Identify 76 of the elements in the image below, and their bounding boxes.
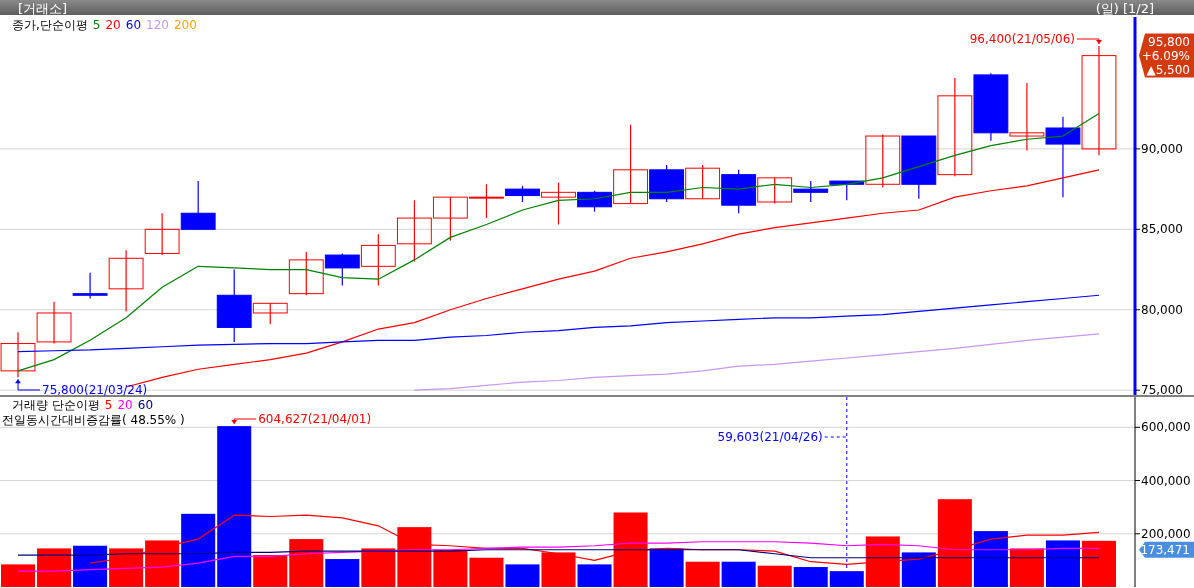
bar (505, 564, 540, 587)
text: 173,471 (1140, 542, 1190, 557)
bar (109, 548, 144, 587)
bar (37, 548, 72, 587)
bar (1081, 540, 1116, 587)
bar (685, 561, 720, 587)
bar (937, 499, 972, 587)
annotation: 96,400(21/05/06) (969, 32, 1075, 46)
y-tick-label: 400,000 (1141, 473, 1191, 488)
text: ▲5,500 (1146, 62, 1190, 77)
annotation: 전일동시간대비증감률( 48.55% ) (2, 413, 185, 427)
bar (577, 564, 612, 587)
bar (181, 513, 216, 587)
text: 5 (104, 398, 113, 412)
candlestick (144, 212, 180, 256)
bar (757, 565, 792, 587)
bar (1045, 540, 1080, 587)
text: 95,800 (1148, 34, 1190, 49)
text: 120 (146, 18, 169, 32)
y-tick-label: 200,000 (1141, 526, 1191, 541)
text: 5 (92, 18, 101, 32)
bar (865, 536, 900, 587)
candlestick (288, 251, 324, 296)
bar (793, 567, 828, 587)
text: 20 (117, 398, 133, 412)
y-tick-label: 90,000 (1141, 141, 1183, 156)
bar (325, 559, 360, 587)
candlestick (108, 249, 144, 312)
bar (541, 552, 576, 587)
bar (649, 548, 684, 587)
bar (433, 549, 468, 587)
bar (469, 557, 504, 587)
chart-title: [거래소] (18, 0, 68, 16)
bar (145, 540, 180, 587)
bar (73, 545, 108, 587)
bar (901, 552, 936, 587)
annotation: 59,603(21/04/26) (717, 430, 823, 444)
y-tick-label: 80,000 (1141, 302, 1183, 317)
bar (829, 571, 864, 587)
bar (289, 539, 324, 587)
bar (217, 426, 252, 587)
text: +6.09% (1141, 48, 1190, 63)
legend-title: 단순이평 (51, 398, 100, 412)
candlestick (541, 182, 576, 226)
bar (973, 531, 1008, 587)
candlestick (72, 272, 108, 300)
candlestick (252, 302, 288, 325)
candlestick (685, 164, 721, 200)
legend-title: 종가,단순이평 (12, 18, 88, 32)
y-tick-label: 75,000 (1141, 383, 1183, 398)
bar (721, 561, 756, 587)
bar (397, 527, 432, 587)
bar (1009, 548, 1044, 587)
text: 60 (125, 18, 142, 32)
text: 60 (137, 398, 154, 412)
candlestick (937, 77, 973, 177)
annotation: 75,800(21/03/24) (42, 383, 148, 397)
chart-title: 거래량 (12, 398, 52, 412)
candlestick (36, 301, 72, 345)
y-tick-label: 85,000 (1141, 222, 1183, 237)
y-tick-label: 600,000 (1141, 420, 1191, 435)
bar (613, 512, 648, 587)
bar (253, 555, 288, 587)
bar (361, 548, 396, 587)
legend-label: 200 (173, 18, 197, 32)
candlestick (1009, 82, 1045, 152)
candlestick (757, 177, 793, 205)
bar (1, 564, 36, 587)
text: (일) [1/2] (1095, 0, 1154, 16)
candlestick (0, 331, 36, 378)
candlestick (613, 124, 648, 205)
candlestick (865, 133, 901, 189)
annotation: 604,627(21/04/01) (258, 412, 372, 426)
candlestick (360, 233, 396, 287)
text: 20 (105, 18, 121, 32)
candlestick (1081, 45, 1117, 156)
